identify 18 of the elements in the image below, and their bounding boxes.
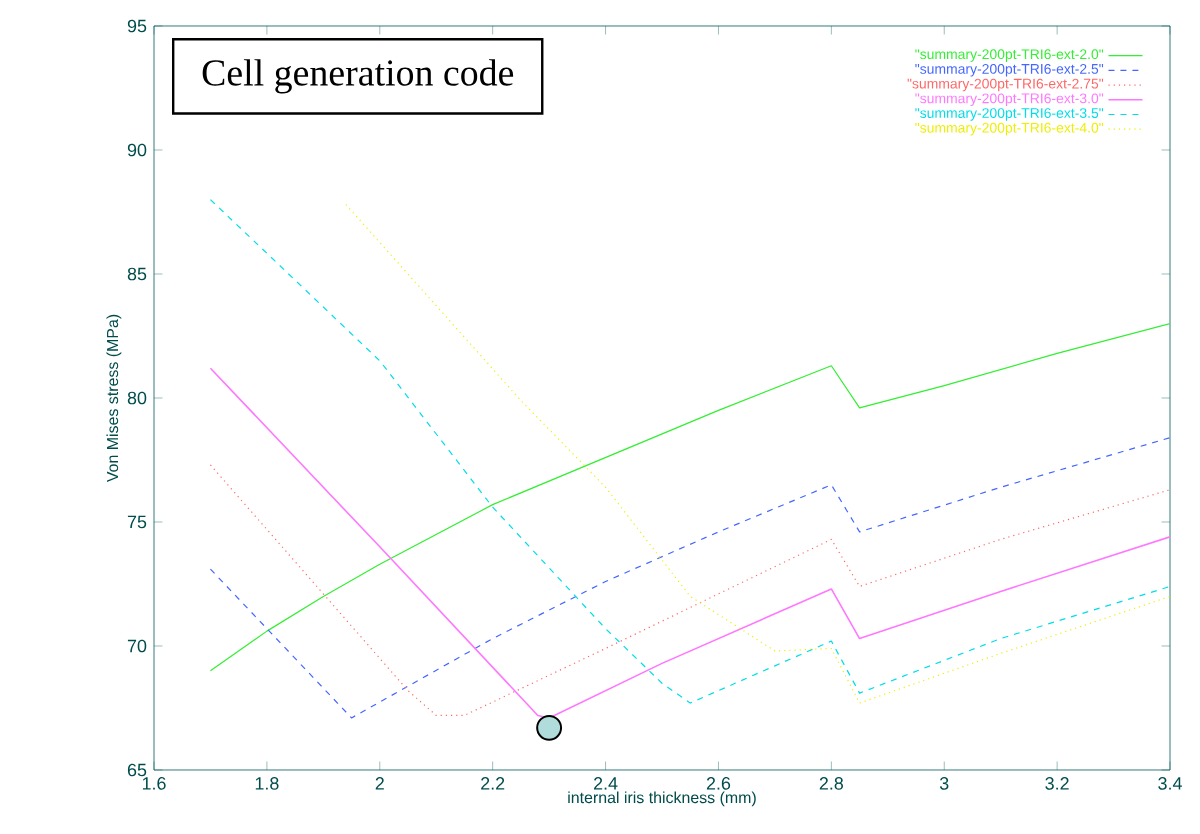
y-tick-label: 65 xyxy=(127,763,147,777)
x-tick-label: 2.4 xyxy=(594,777,618,790)
y-tick-label: 70 xyxy=(127,639,147,653)
y-tick-label: 90 xyxy=(127,143,147,157)
annotation: Cell generation code xyxy=(202,59,514,94)
x-tick-label: 3.2 xyxy=(1045,777,1069,790)
y-tick-label: 95 xyxy=(127,19,147,33)
x-tick-label: 2.6 xyxy=(706,777,731,790)
x-tick-label: 2.8 xyxy=(819,777,844,790)
x-tick-label: 2 xyxy=(375,777,384,790)
x-tick-label: 2.2 xyxy=(481,777,505,790)
y-tick-label: 80 xyxy=(127,391,147,405)
y-tick-label: 85 xyxy=(127,267,147,281)
y-tick-label: 75 xyxy=(127,515,147,529)
x-tick-label: 1.6 xyxy=(142,777,166,790)
x-tick-label: 3 xyxy=(939,777,949,790)
x-tick-label: 1.8 xyxy=(255,777,279,790)
x-tick-label: 3.4 xyxy=(1158,777,1182,790)
